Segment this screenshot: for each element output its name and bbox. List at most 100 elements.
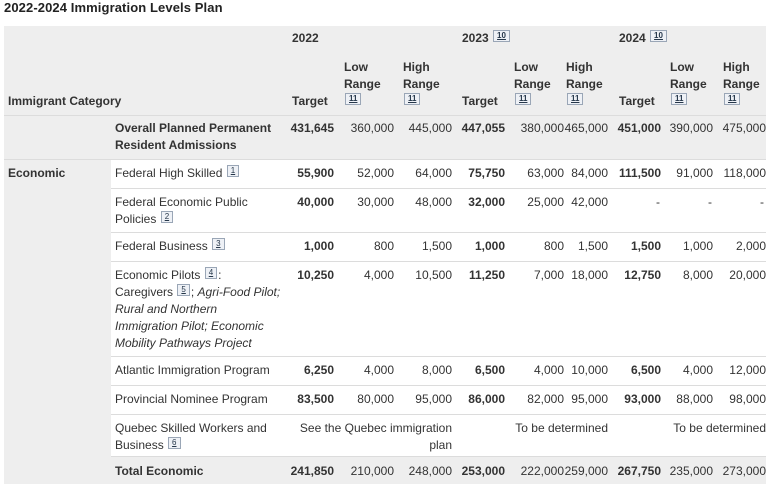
target-header: Target [462, 94, 498, 108]
row-divider [111, 385, 766, 386]
table-cell: 52,000 [357, 166, 394, 180]
table-cell: 40,000 [297, 195, 334, 209]
table-cell: 8,000 [421, 363, 452, 377]
overall-row-background [4, 115, 766, 159]
table-cell: 82,000 [527, 392, 564, 406]
row-label-economic-pilots: Economic Pilots 4: Caregivers 5; Agri-Fo… [115, 267, 281, 350]
footnote-link[interactable]: 11 [404, 93, 421, 105]
table-cell: 10,500 [415, 268, 452, 282]
table-cell: 1,500 [577, 239, 608, 253]
footnote-link[interactable]: 2 [160, 211, 174, 223]
economic-category-label: Economic [8, 166, 66, 180]
to-be-determined-2024: To be determined [673, 421, 766, 435]
row-label-federal-high-skilled: Federal High Skilled 1 [115, 165, 240, 182]
table-cell: 431,645 [290, 121, 334, 135]
row-label-federal-economic-public-policies: Federal Economic Public Policies 2 [115, 195, 248, 226]
table-cell: 25,000 [527, 195, 564, 209]
table-cell: 360,000 [350, 121, 394, 135]
table-cell: 10,250 [297, 268, 334, 282]
low-range-header: Low Range 11 [514, 60, 551, 105]
row-label-quebec-skilled-workers: Quebec Skilled Workers and Business 6 [115, 421, 267, 452]
table-cell: 86,000 [468, 392, 505, 406]
total-economic-label: Total Economic [115, 464, 204, 478]
footnote-link[interactable]: 3 [212, 238, 225, 250]
table-cell: 98,000 [729, 392, 766, 406]
row-label-atlantic-immigration-program: Atlantic Immigration Program [115, 363, 270, 377]
table-cell: 4,000 [363, 268, 394, 282]
table-cell: 253,000 [461, 464, 505, 478]
low-range-header: Low Range 11 [344, 60, 381, 105]
footnote-link[interactable]: 11 [515, 93, 532, 105]
table-cell: 111,500 [618, 166, 661, 180]
footnote-link[interactable]: 11 [724, 93, 741, 105]
table-cell: 30,000 [357, 195, 394, 209]
row-divider [111, 356, 766, 357]
row-divider [4, 115, 766, 116]
low-range-header: Low Range 11 [670, 60, 707, 105]
footnote-link[interactable]: 11 [345, 93, 362, 105]
table-cell: 248,000 [408, 464, 452, 478]
table-caption: 2022-2024 Immigration Levels Plan [4, 0, 223, 15]
year-2023-header: 2023 10 [462, 30, 511, 47]
immigrant-category-header: Immigrant Category [8, 94, 122, 108]
footnote-link[interactable]: 10 [650, 30, 667, 42]
table-cell: 75,750 [468, 166, 505, 180]
table-cell: 1,500 [630, 239, 661, 253]
footnote-link[interactable]: 1 [226, 165, 240, 177]
footnote-link[interactable]: 11 [567, 93, 584, 105]
table-cell: 1,000 [303, 239, 334, 253]
high-range-header: High Range 11 [723, 60, 760, 105]
footnote-link[interactable]: 11 [671, 93, 688, 105]
table-cell: 267,750 [617, 464, 661, 478]
total-row-background [111, 456, 766, 484]
row-divider [111, 261, 766, 262]
table-cell: 42,000 [571, 195, 608, 209]
table-cell: - [760, 195, 764, 209]
table-cell: - [708, 195, 712, 209]
quebec-plan-note: See the Quebec immigration plan [299, 421, 452, 452]
table-cell: 93,000 [624, 392, 661, 406]
table-cell: 84,000 [571, 166, 608, 180]
table-cell: 235,000 [669, 464, 713, 478]
table-cell: 390,000 [669, 121, 713, 135]
table-cell: 55,900 [297, 166, 334, 180]
category-column-background [4, 159, 111, 484]
table-cell: 88,000 [676, 392, 713, 406]
table-cell: 210,000 [350, 464, 394, 478]
table-cell: 12,000 [729, 363, 766, 377]
table-cell: 4,000 [682, 363, 713, 377]
table-cell: 7,000 [533, 268, 564, 282]
table-cell: 800 [543, 239, 564, 253]
table-cell: 48,000 [415, 195, 452, 209]
table-cell: 32,000 [468, 195, 505, 209]
target-header: Target [619, 94, 655, 108]
table-cell: 1,500 [421, 239, 452, 253]
high-range-header: High Range 11 [403, 60, 440, 105]
table-cell: - [656, 195, 660, 209]
table-header-background [4, 26, 766, 115]
table-cell: 6,500 [474, 363, 505, 377]
table-cell: 222,000 [520, 464, 564, 478]
table-cell: 1,000 [474, 239, 505, 253]
row-divider [111, 232, 766, 233]
table-cell: 273,000 [722, 464, 766, 478]
footnote-link[interactable]: 6 [168, 437, 181, 449]
footnote-link[interactable]: 5 [177, 284, 190, 296]
table-cell: 118,000 [723, 166, 766, 180]
immigration-levels-table: 2022 2023 10 2024 10 Immigrant Category … [4, 26, 766, 484]
table-cell: 241,850 [290, 464, 334, 478]
row-label-federal-business: Federal Business 3 [115, 238, 226, 255]
table-cell: 445,000 [408, 121, 452, 135]
footnote-link[interactable]: 4 [204, 267, 218, 279]
footnote-link[interactable]: 10 [493, 30, 510, 42]
table-cell: 64,000 [415, 166, 452, 180]
row-divider [4, 159, 766, 160]
table-cell: 465,000 [564, 121, 608, 135]
table-cell: 11,250 [468, 268, 505, 282]
table-cell: 6,500 [630, 363, 661, 377]
table-cell: 91,000 [676, 166, 713, 180]
table-cell: 380,000 [520, 121, 564, 135]
table-cell: 475,000 [722, 121, 766, 135]
year-2022-header: 2022 [292, 31, 319, 45]
table-cell: 4,000 [363, 363, 394, 377]
